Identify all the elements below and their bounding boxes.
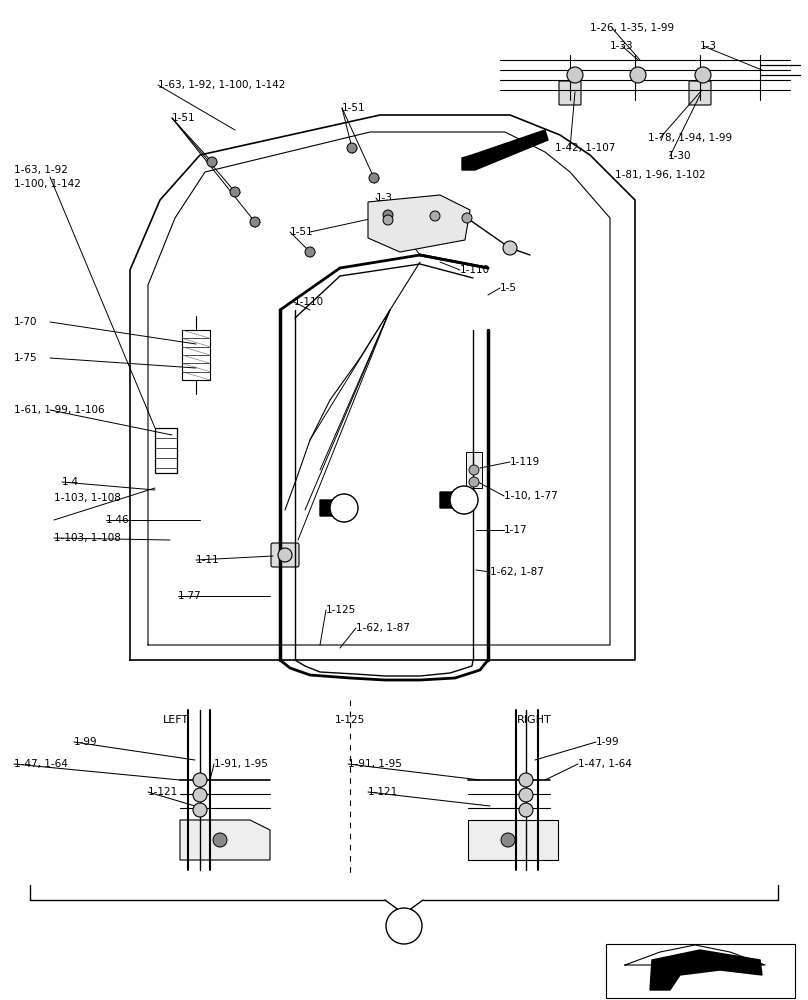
Circle shape bbox=[462, 213, 472, 223]
Text: 1-121: 1-121 bbox=[368, 787, 398, 797]
Text: 1-78, 1-94, 1-99: 1-78, 1-94, 1-99 bbox=[648, 133, 732, 143]
Polygon shape bbox=[468, 820, 558, 860]
Polygon shape bbox=[368, 195, 470, 252]
Circle shape bbox=[193, 773, 207, 787]
Circle shape bbox=[330, 494, 358, 522]
Text: 1-42, 1-107: 1-42, 1-107 bbox=[555, 143, 616, 153]
Bar bbox=[466, 452, 482, 488]
Text: 1-51: 1-51 bbox=[290, 227, 314, 237]
Circle shape bbox=[230, 187, 240, 197]
Text: 1-103, 1-108: 1-103, 1-108 bbox=[54, 493, 121, 503]
Text: 1-121: 1-121 bbox=[148, 787, 179, 797]
Circle shape bbox=[386, 908, 422, 944]
Circle shape bbox=[383, 210, 393, 220]
Text: 1-103, 1-108: 1-103, 1-108 bbox=[54, 533, 121, 543]
Bar bbox=[606, 944, 795, 998]
Circle shape bbox=[501, 833, 515, 847]
Bar bbox=[155, 428, 177, 473]
Text: 1-26, 1-35, 1-99: 1-26, 1-35, 1-99 bbox=[590, 23, 674, 33]
Polygon shape bbox=[320, 494, 356, 522]
Text: 1-125: 1-125 bbox=[326, 605, 356, 615]
Text: 1-63, 1-92: 1-63, 1-92 bbox=[14, 165, 68, 175]
Text: 1-99: 1-99 bbox=[74, 737, 98, 747]
Text: F: F bbox=[401, 920, 407, 932]
Text: 1-125: 1-125 bbox=[335, 715, 365, 725]
Polygon shape bbox=[180, 820, 270, 860]
Circle shape bbox=[347, 143, 357, 153]
Text: 1-110: 1-110 bbox=[294, 297, 324, 307]
Circle shape bbox=[469, 477, 479, 487]
Text: LEFT: LEFT bbox=[163, 715, 189, 725]
Circle shape bbox=[469, 465, 479, 475]
Circle shape bbox=[519, 788, 533, 802]
Text: 1-17: 1-17 bbox=[504, 525, 528, 535]
Text: 1-46: 1-46 bbox=[106, 515, 129, 525]
Circle shape bbox=[430, 211, 440, 221]
Circle shape bbox=[207, 157, 217, 167]
Circle shape bbox=[695, 67, 711, 83]
Text: 1-47, 1-64: 1-47, 1-64 bbox=[14, 759, 68, 769]
Polygon shape bbox=[440, 486, 476, 514]
Text: 1-62, 1-87: 1-62, 1-87 bbox=[356, 623, 410, 633]
Text: 1-91, 1-95: 1-91, 1-95 bbox=[348, 759, 402, 769]
Text: 1-47, 1-64: 1-47, 1-64 bbox=[578, 759, 632, 769]
Text: 1-5: 1-5 bbox=[500, 283, 517, 293]
Text: 1-3: 1-3 bbox=[376, 193, 393, 203]
Text: 1-3: 1-3 bbox=[700, 41, 717, 51]
Text: 1-62, 1-87: 1-62, 1-87 bbox=[490, 567, 544, 577]
FancyBboxPatch shape bbox=[271, 543, 299, 567]
Text: 1-51: 1-51 bbox=[172, 113, 196, 123]
Circle shape bbox=[503, 241, 517, 255]
Circle shape bbox=[519, 803, 533, 817]
Text: 1-99: 1-99 bbox=[596, 737, 620, 747]
Polygon shape bbox=[650, 950, 762, 990]
Circle shape bbox=[250, 217, 260, 227]
Circle shape bbox=[519, 773, 533, 787]
Circle shape bbox=[369, 173, 379, 183]
Circle shape bbox=[450, 486, 478, 514]
FancyBboxPatch shape bbox=[689, 81, 711, 105]
Text: 1-91, 1-95: 1-91, 1-95 bbox=[214, 759, 268, 769]
Circle shape bbox=[305, 247, 315, 257]
Circle shape bbox=[383, 215, 393, 225]
Circle shape bbox=[630, 67, 646, 83]
Text: 1-75: 1-75 bbox=[14, 353, 38, 363]
Text: F: F bbox=[401, 920, 407, 932]
Text: 1-63, 1-92, 1-100, 1-142: 1-63, 1-92, 1-100, 1-142 bbox=[158, 80, 285, 90]
Text: F: F bbox=[461, 493, 467, 506]
Text: RIGHT: RIGHT bbox=[516, 715, 551, 725]
Text: 1-30: 1-30 bbox=[668, 151, 692, 161]
Circle shape bbox=[278, 548, 292, 562]
Text: 1-100, 1-142: 1-100, 1-142 bbox=[14, 179, 81, 189]
Text: 1-77: 1-77 bbox=[178, 591, 202, 601]
Text: 1-10, 1-77: 1-10, 1-77 bbox=[504, 491, 558, 501]
Text: 1-61, 1-99, 1-106: 1-61, 1-99, 1-106 bbox=[14, 405, 104, 415]
Text: 1-51: 1-51 bbox=[342, 103, 366, 113]
Polygon shape bbox=[462, 130, 548, 170]
Text: 1-81, 1-96, 1-102: 1-81, 1-96, 1-102 bbox=[615, 170, 705, 180]
FancyBboxPatch shape bbox=[559, 81, 581, 105]
Text: 1-33: 1-33 bbox=[610, 41, 633, 51]
Text: 1-70: 1-70 bbox=[14, 317, 37, 327]
Text: 1-110: 1-110 bbox=[460, 265, 490, 275]
Circle shape bbox=[193, 803, 207, 817]
Circle shape bbox=[213, 833, 227, 847]
Text: 1-11: 1-11 bbox=[196, 555, 220, 565]
Text: 1-4: 1-4 bbox=[62, 477, 79, 487]
Text: F: F bbox=[341, 502, 347, 514]
Circle shape bbox=[193, 788, 207, 802]
Bar bbox=[182, 330, 210, 380]
Circle shape bbox=[567, 67, 583, 83]
Text: 1-119: 1-119 bbox=[510, 457, 541, 467]
